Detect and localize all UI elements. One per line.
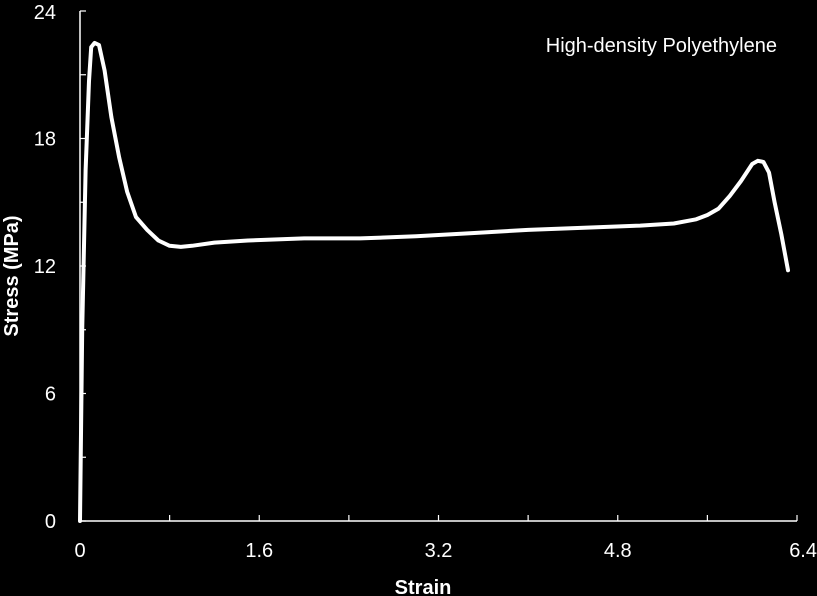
x-tick-label: 6.4	[789, 540, 817, 562]
axes-layer	[79, 11, 797, 522]
x-axis-title: Strain	[395, 577, 452, 596]
ticks-layer: 0 1.6 3.2 4.8 6.4 0 6 12 18 24	[34, 2, 817, 562]
series-layer	[78, 40, 790, 523]
series-line-0	[78, 40, 790, 523]
y-axis-title: Stress (MPa)	[1, 215, 23, 336]
y-tick-label: 18	[34, 129, 56, 151]
y-tick-label: 0	[45, 511, 56, 533]
x-tick-label: 4.8	[604, 540, 632, 562]
legend-entry-hdpe: High-density Polyethylene	[546, 35, 777, 57]
y-tick-label: 12	[34, 256, 56, 278]
x-tick-label: 1.6	[245, 540, 273, 562]
y-tick-label: 24	[34, 2, 56, 24]
x-tick-label: 3.2	[425, 540, 453, 562]
x-tick-label: 0	[74, 540, 85, 562]
y-tick-label: 6	[45, 384, 56, 406]
